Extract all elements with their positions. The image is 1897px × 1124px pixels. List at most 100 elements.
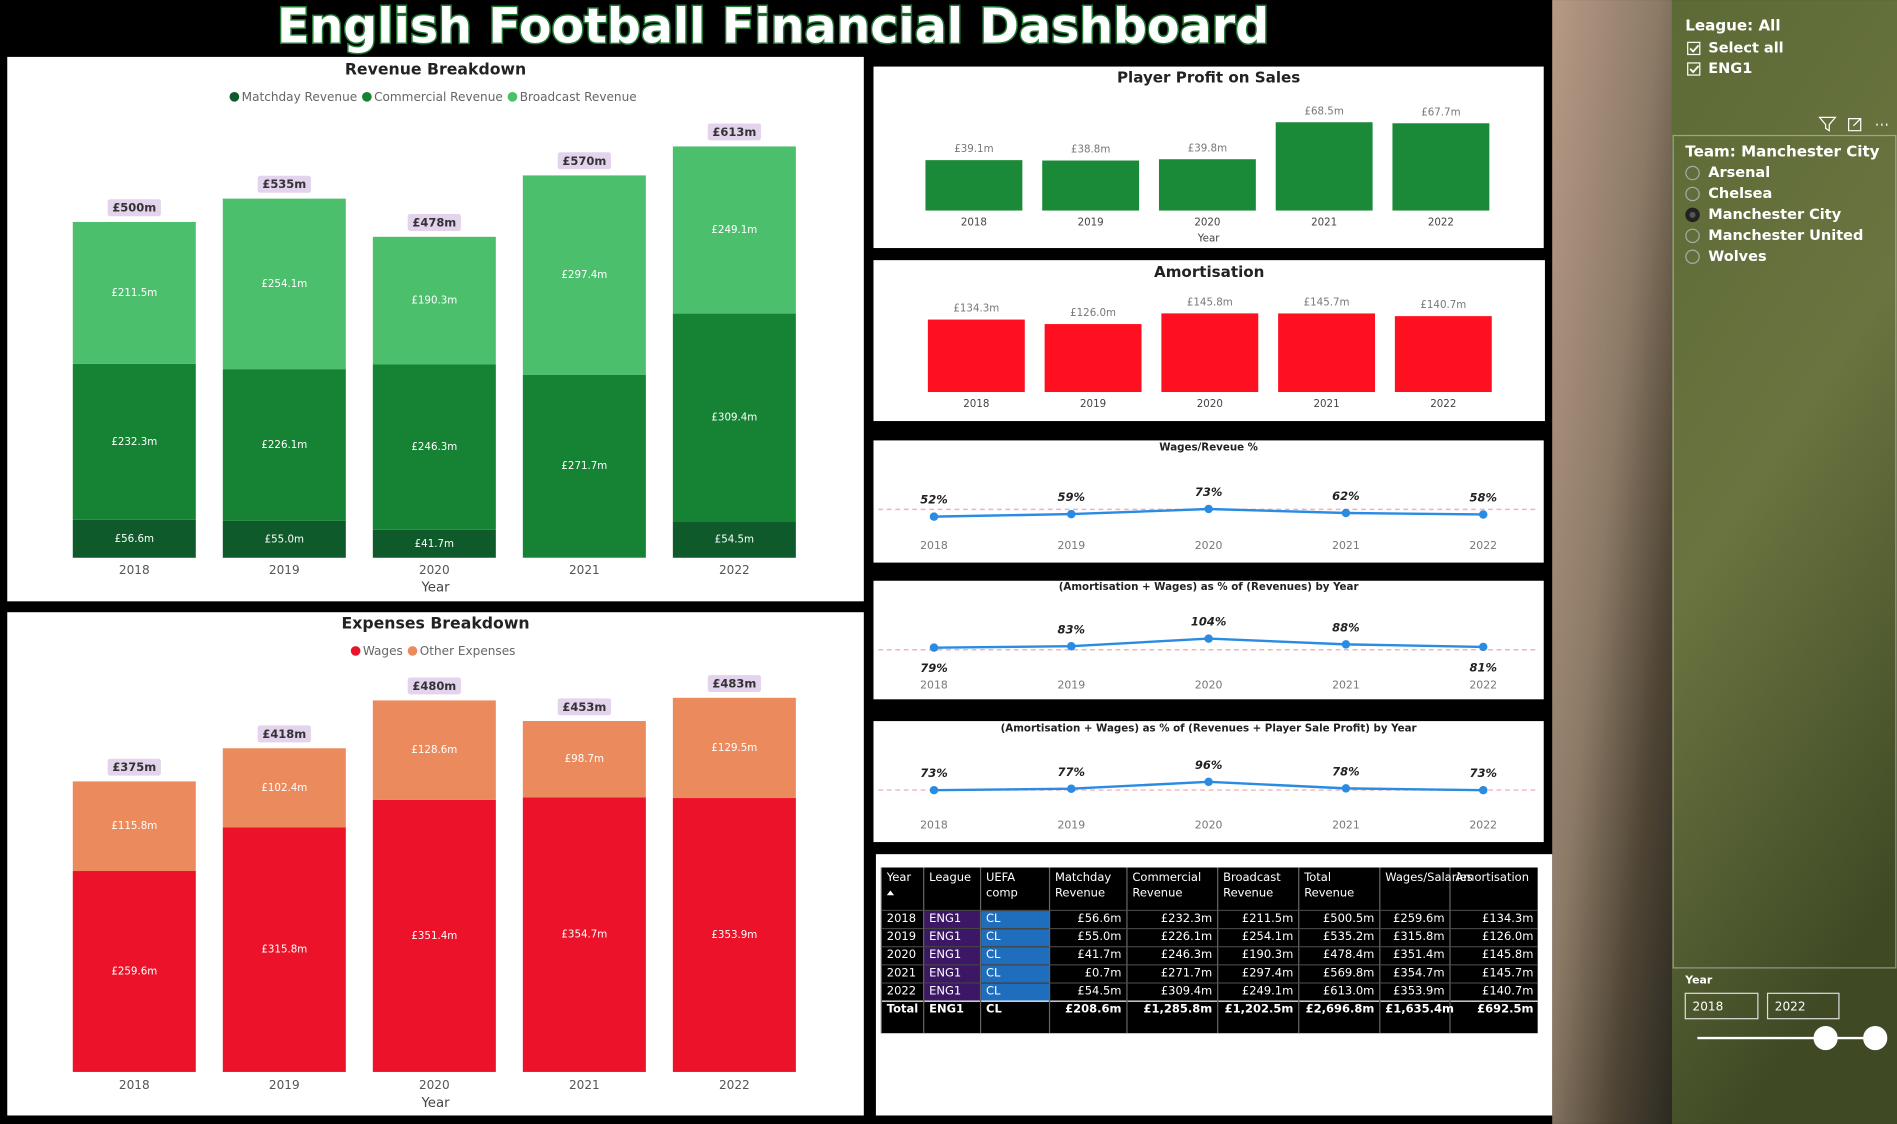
table-cell: 2022 — [880, 982, 924, 1002]
bar-segment — [672, 798, 796, 1072]
x-tick-label: 2021 — [569, 563, 600, 577]
chart-panel — [873, 440, 1544, 563]
table-cell: £0.7m — [1048, 964, 1127, 984]
table-cell: £1,202.5m — [1217, 1000, 1299, 1034]
data-label: £309.4m — [711, 411, 757, 423]
x-tick-label: 2019 — [1078, 217, 1104, 229]
table-cell: £145.7m — [1449, 964, 1538, 984]
x-tick-label: 2020 — [419, 563, 450, 577]
x-tick-label: 2018 — [961, 217, 987, 229]
table-cell: £1,635.4m — [1379, 1000, 1454, 1034]
table-cell: £41.7m — [1048, 946, 1127, 965]
bar — [1392, 123, 1490, 211]
table-wrap: Year League UEFA comp Matchday Revenue Comme… — [880, 867, 1538, 1034]
table-cell: £208.6m — [1048, 1000, 1127, 1034]
data-label: £232.3m — [111, 436, 157, 448]
x-tick-label: 2022 — [1469, 819, 1497, 832]
table-cell: £692.5m — [1449, 1000, 1538, 1034]
table-cell: CL — [979, 982, 1050, 1002]
slicer-option[interactable]: Chelsea — [1708, 186, 1772, 202]
table-container: Year League UEFA comp Matchday Revenue Comme… — [880, 867, 1538, 1034]
data-label: £41.7m — [415, 538, 454, 550]
bar-segment — [672, 697, 796, 799]
x-tick-label: 2020 — [1195, 678, 1223, 691]
point — [1067, 641, 1076, 651]
checkmark — [1689, 65, 1700, 74]
x-axis-title: Year — [420, 581, 450, 596]
data-label: £128.6m — [411, 744, 457, 756]
table-cell: £246.3m — [1126, 946, 1218, 965]
legend-swatch — [407, 646, 418, 656]
radio-button[interactable] — [1685, 186, 1700, 202]
data-label: 73% — [1469, 766, 1497, 780]
slicer-option[interactable]: Manchester United — [1708, 228, 1863, 244]
bar-segment — [72, 363, 196, 520]
x-tick-label: 2021 — [1311, 217, 1337, 229]
table-cell: ENG1 — [923, 927, 981, 947]
table-cell: £2,696.8m — [1298, 1000, 1380, 1034]
slicer-option[interactable]: Arsenal — [1708, 165, 1770, 181]
slider-handle[interactable] — [1813, 1025, 1838, 1051]
total-badge — [257, 175, 311, 193]
x-tick-label: 2018 — [920, 819, 948, 832]
point — [929, 643, 939, 652]
data-label: 73% — [1195, 485, 1223, 499]
x-tick-label: 2020 — [419, 1078, 450, 1092]
radio-button[interactable] — [1685, 228, 1700, 244]
bar-segment — [372, 236, 496, 365]
range-input[interactable] — [1766, 992, 1840, 1020]
total-badge — [707, 675, 761, 693]
data-label: £68.5m — [1304, 105, 1343, 117]
x-tick-label: 2019 — [1057, 539, 1085, 552]
total-badge — [707, 123, 761, 141]
x-tick-label: 2019 — [1057, 819, 1085, 832]
radio-button[interactable] — [1685, 249, 1700, 265]
filter-icon[interactable] — [1818, 116, 1837, 132]
legend-swatch — [507, 91, 518, 102]
column-header-text: League — [929, 871, 972, 885]
data-label: £351.4m — [411, 930, 457, 942]
data-label: £39.1m — [954, 143, 993, 155]
x-tick-label: 2021 — [1313, 398, 1339, 410]
table-body: 2018 ENG1 CL £56.6m £232.3m £211.5m £500.5m £25… — [880, 909, 1538, 1034]
point — [1204, 777, 1213, 787]
x-tick-label: 2018 — [119, 563, 150, 577]
data-label: 73% — [920, 766, 948, 780]
legend-swatch — [229, 91, 240, 102]
table-cell: Total — [880, 1000, 924, 1034]
column-header: Total Revenue — [1298, 867, 1380, 911]
column-header: UEFA comp — [979, 867, 1050, 911]
x-tick-label: 2021 — [1332, 539, 1360, 552]
legend-label: Wages — [363, 644, 403, 658]
range-input[interactable] — [1684, 992, 1759, 1020]
point — [929, 785, 939, 795]
radio-dot — [1689, 211, 1696, 218]
table-cell: CL — [979, 946, 1050, 965]
data-label: £249.1m — [711, 224, 757, 236]
focus-icon[interactable] — [1848, 117, 1862, 132]
total-row: Total ENG1 CL £208.6m £1,285.8m £1,202.5m £2,6… — [880, 1000, 1538, 1034]
checkbox[interactable] — [1687, 41, 1701, 56]
bar-segment — [672, 146, 796, 314]
slider-handle[interactable] — [1863, 1025, 1888, 1051]
data-label: £55.0m — [265, 533, 304, 545]
slicer-option[interactable]: Manchester City — [1708, 207, 1841, 223]
slicer-option[interactable]: Wolves — [1708, 249, 1766, 265]
radio-button[interactable] — [1685, 165, 1700, 181]
bar-segment — [672, 521, 796, 558]
data-table: Year League UEFA comp Matchday Revenue Comme… — [880, 867, 1538, 1034]
table-cell: £254.1m — [1217, 927, 1299, 947]
x-tick-label: 2020 — [1197, 398, 1223, 410]
bar-segment — [522, 175, 646, 375]
table-cell: £309.4m — [1126, 982, 1218, 1002]
column-header-text: Wages/Salaries — [1385, 871, 1473, 885]
data-label: £140.7m — [1420, 299, 1466, 311]
bar-segment — [222, 198, 346, 370]
table-cell: CL — [979, 964, 1050, 984]
x-tick-label: 2019 — [1057, 678, 1085, 691]
bar — [1044, 324, 1142, 393]
bar-segment — [522, 374, 646, 558]
data-label: 77% — [1058, 765, 1086, 779]
checkbox[interactable] — [1687, 62, 1701, 76]
